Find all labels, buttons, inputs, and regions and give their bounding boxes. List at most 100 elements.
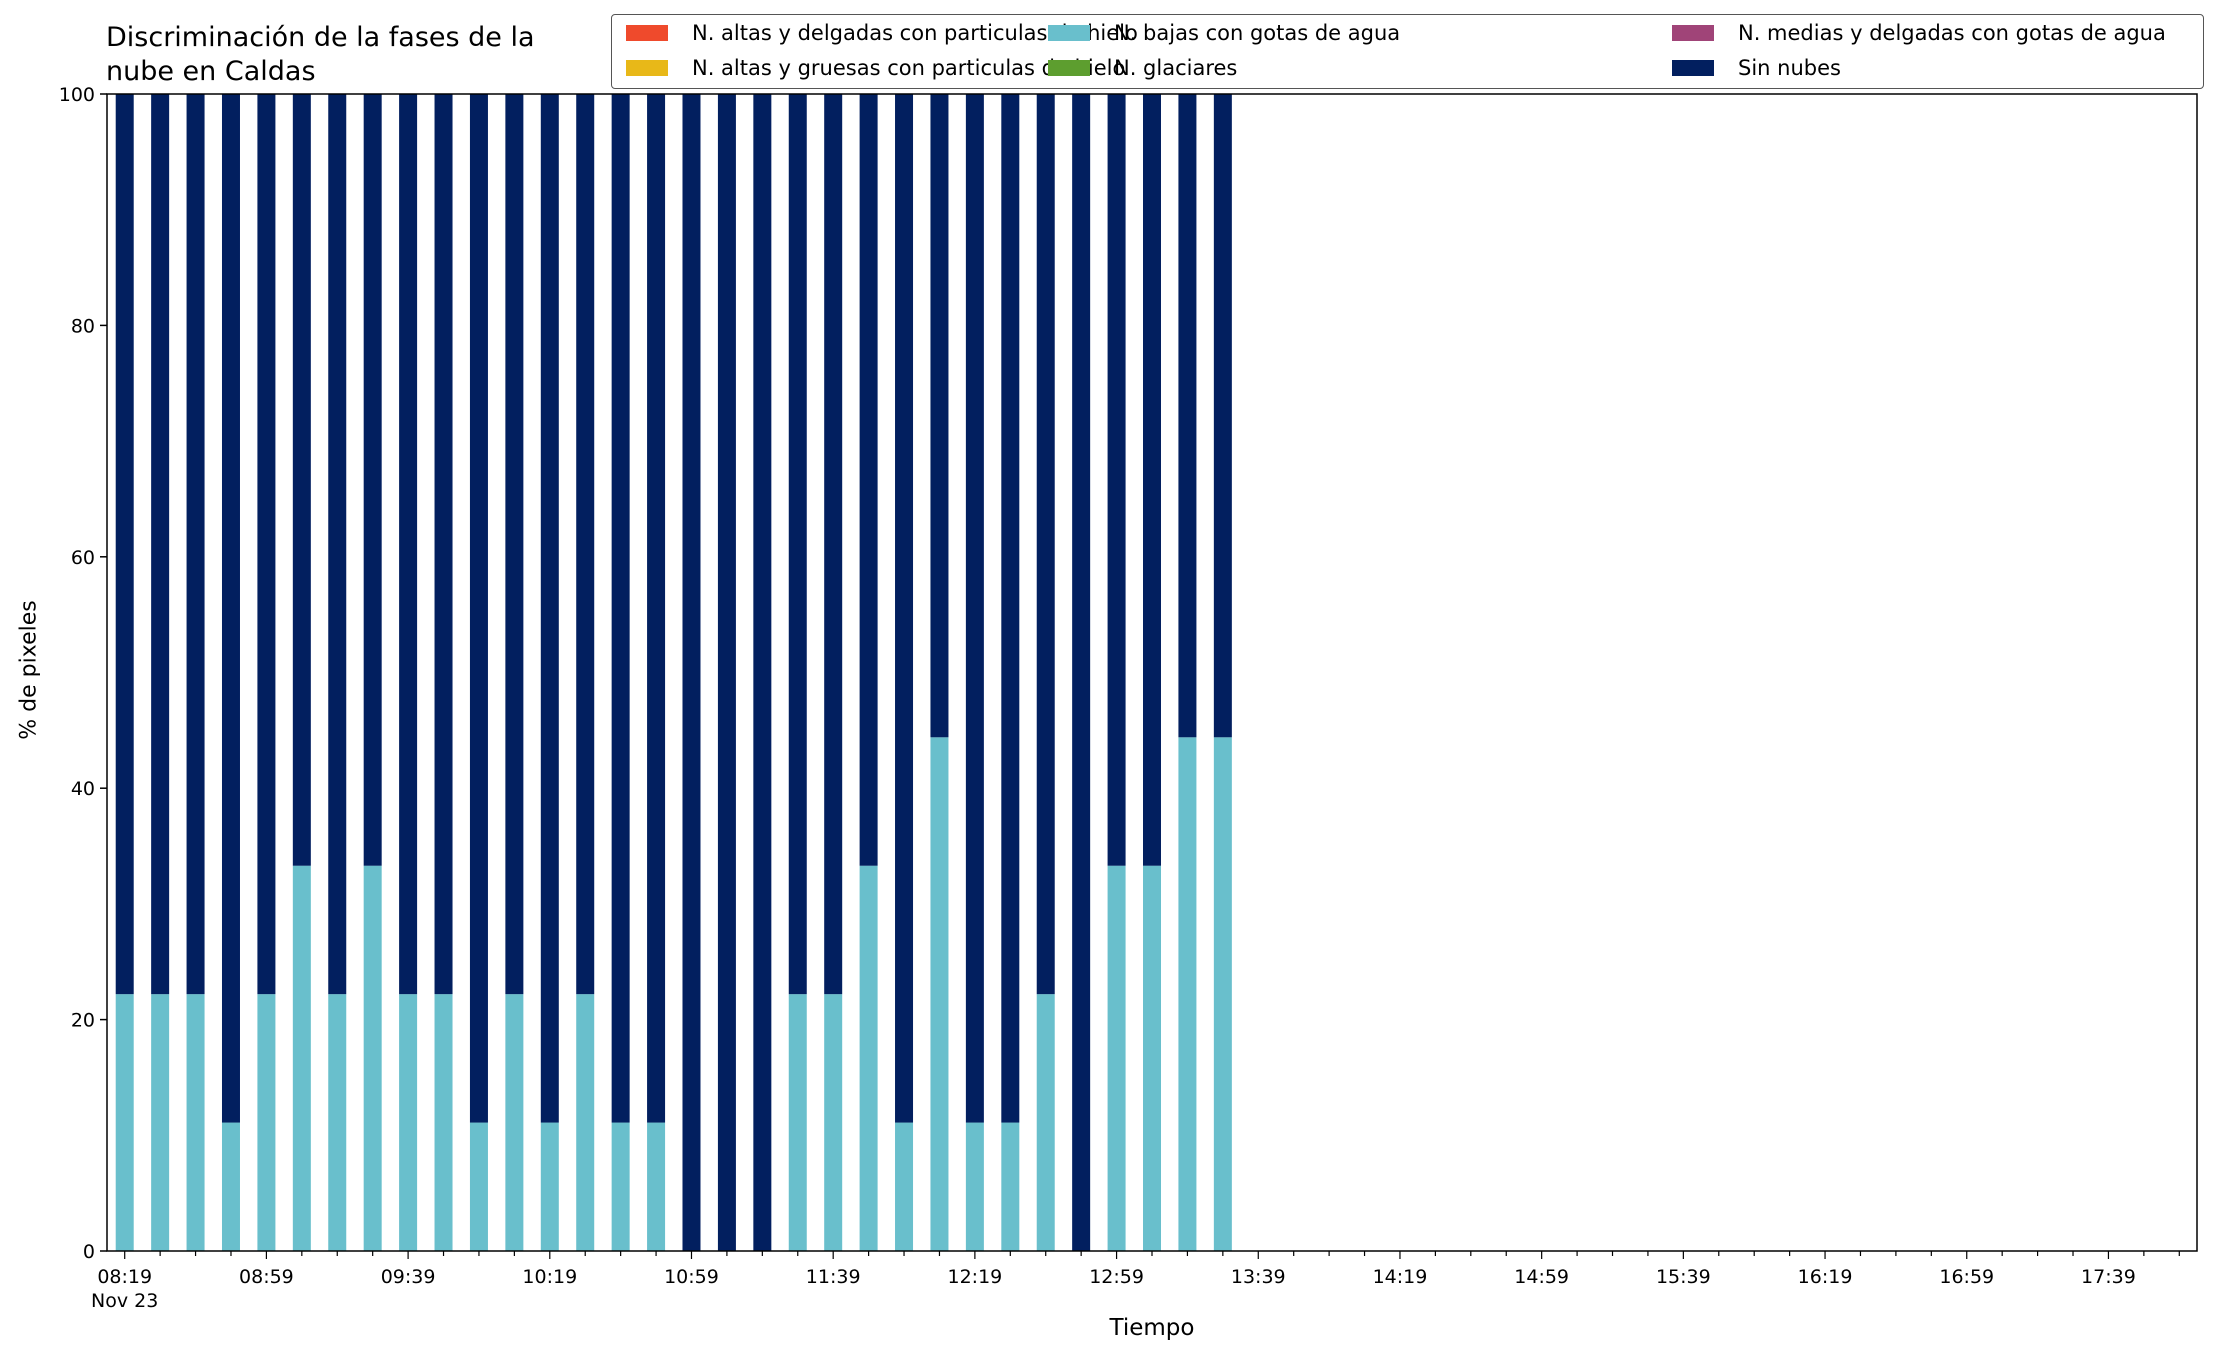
legend-item-5: Sin nubes: [1672, 55, 1841, 81]
bar-segment-2-12: [540, 1122, 559, 1251]
bar-segment-2-0: [115, 994, 134, 1251]
bar-segment-5-12: [540, 94, 559, 1123]
bar-segment-5-2: [186, 94, 205, 995]
legend-swatch-5: [1672, 60, 1714, 76]
bar-segment-5-19: [788, 94, 807, 995]
bar-segment-5-20: [824, 94, 843, 995]
x-tick-label-11: 15:39: [1656, 1266, 1711, 1288]
x-date-label: Nov 23: [91, 1290, 158, 1312]
bar-segment-5-31: [1213, 94, 1232, 738]
bar-segment-2-11: [505, 994, 524, 1251]
legend-swatch-2: [1048, 25, 1090, 41]
x-tick-label-0: 08:19: [97, 1266, 152, 1288]
x-tick-label-1: 08:59: [239, 1266, 294, 1288]
x-tick-label-2: 09:39: [381, 1266, 436, 1288]
y-tick-label-60: 60: [71, 547, 95, 569]
bar-segment-5-22: [895, 94, 914, 1123]
x-tick-label-13: 16:59: [1939, 1266, 1994, 1288]
bar-segment-5-21: [859, 94, 878, 866]
chart-title-line-1: Discriminación de la fases de la: [106, 22, 535, 53]
bar-segment-5-9: [434, 94, 453, 995]
legend-swatch-0: [626, 25, 668, 41]
bar-segment-2-13: [576, 994, 595, 1251]
x-tick-label-3: 10:19: [522, 1266, 577, 1288]
bar-segment-5-23: [930, 94, 949, 738]
legend-item-3: N. glaciares: [1048, 55, 1237, 81]
bar-segment-5-16: [682, 94, 701, 1251]
legend-label-4: N. medias y delgadas con gotas de agua: [1738, 21, 2166, 45]
legend-label-5: Sin nubes: [1738, 56, 1841, 80]
chart-title-line-2: nube en Caldas: [106, 56, 316, 87]
bar-segment-5-14: [611, 94, 630, 1123]
bar-segment-2-24: [965, 1122, 984, 1251]
bar-segment-2-31: [1213, 737, 1232, 1251]
legend-swatch-3: [1048, 60, 1090, 76]
bar-segment-5-6: [328, 94, 347, 995]
x-tick-label-6: 12:19: [947, 1266, 1002, 1288]
bar-segment-2-19: [788, 994, 807, 1251]
bar-segment-2-5: [292, 865, 311, 1251]
legend-label-3: N. glaciares: [1114, 56, 1238, 80]
bar-segment-5-0: [115, 94, 134, 995]
x-tick-label-5: 11:39: [806, 1266, 861, 1288]
bar-segment-5-17: [717, 94, 736, 1251]
bar-segment-5-30: [1178, 94, 1197, 738]
y-tick-label-80: 80: [71, 315, 95, 337]
bar-segment-2-1: [151, 994, 170, 1251]
bar-segment-2-30: [1178, 737, 1197, 1251]
bar-segment-2-23: [930, 737, 949, 1251]
bar-segment-2-9: [434, 994, 453, 1251]
bar-segment-5-8: [399, 94, 418, 995]
legend-item-4: N. medias y delgadas con gotas de agua: [1672, 20, 2166, 46]
x-axis-label: Tiempo: [1109, 1315, 1195, 1341]
bar-segment-2-20: [824, 994, 843, 1251]
bar-segment-2-8: [399, 994, 418, 1251]
x-tick-label-8: 13:39: [1231, 1266, 1286, 1288]
y-tick-label-40: 40: [71, 778, 95, 800]
y-tick-label-0: 0: [83, 1241, 95, 1263]
bar-segment-2-6: [328, 994, 347, 1251]
x-tick-label-9: 14:19: [1373, 1266, 1428, 1288]
bar-segment-5-26: [1036, 94, 1055, 995]
legend-label-2: N. bajas con gotas de agua: [1114, 21, 1401, 45]
bar-segment-2-22: [895, 1122, 914, 1251]
bar-segment-2-4: [257, 994, 276, 1251]
y-tick-label-20: 20: [71, 1010, 95, 1032]
bar-segment-5-13: [576, 94, 595, 995]
bar-segment-5-5: [292, 94, 311, 866]
bar-segment-5-7: [363, 94, 382, 866]
bar-segment-2-28: [1107, 865, 1126, 1251]
bar-segment-2-25: [1001, 1122, 1020, 1251]
bar-segment-5-29: [1143, 94, 1161, 866]
bar-segment-2-10: [469, 1122, 488, 1251]
bar-segment-2-26: [1036, 994, 1055, 1251]
bar-segment-2-14: [611, 1122, 630, 1251]
bar-segment-5-28: [1107, 94, 1126, 866]
x-tick-label-7: 12:59: [1089, 1266, 1144, 1288]
y-axis-label: % de pixeles: [16, 600, 42, 740]
bar-segment-2-29: [1143, 865, 1161, 1251]
bar-segment-5-25: [1001, 94, 1020, 1123]
x-tick-label-12: 16:19: [1798, 1266, 1853, 1288]
bar-segment-2-7: [363, 865, 382, 1251]
legend-item-2: N. bajas con gotas de agua: [1048, 20, 1400, 46]
bar-segment-5-15: [647, 94, 666, 1123]
legend-swatch-1: [626, 60, 668, 76]
bar-segment-5-3: [221, 94, 240, 1123]
bar-segment-2-21: [859, 865, 878, 1251]
x-tick-label-4: 10:59: [664, 1266, 719, 1288]
x-tick-label-14: 17:39: [2081, 1266, 2136, 1288]
bar-segment-2-3: [221, 1122, 240, 1251]
bar-segment-5-4: [257, 94, 276, 995]
y-tick-label-100: 100: [59, 84, 95, 106]
bar-segment-5-1: [151, 94, 170, 995]
bar-segment-5-24: [965, 94, 984, 1123]
bar-segment-2-2: [186, 994, 205, 1251]
x-tick-label-10: 14:59: [1514, 1266, 1569, 1288]
bar-segment-5-10: [469, 94, 488, 1123]
bar-segment-5-18: [753, 94, 772, 1251]
bar-segment-5-11: [505, 94, 524, 995]
bar-segment-2-15: [647, 1122, 666, 1251]
